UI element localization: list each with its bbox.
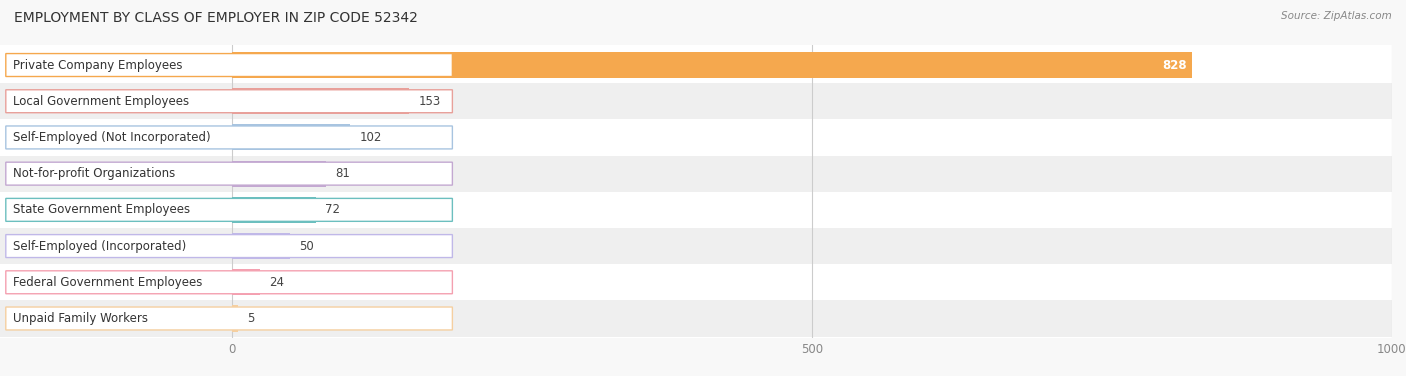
FancyBboxPatch shape [6,162,453,185]
Text: 72: 72 [325,203,340,216]
Bar [232,52,1192,78]
Bar [0,47,1392,83]
FancyBboxPatch shape [6,53,453,76]
Text: 102: 102 [360,131,382,144]
Text: Federal Government Employees: Federal Government Employees [13,276,202,289]
Text: Self-Employed (Not Incorporated): Self-Employed (Not Incorporated) [13,131,211,144]
Bar [0,156,1392,192]
Text: Source: ZipAtlas.com: Source: ZipAtlas.com [1281,11,1392,21]
Bar [232,124,350,150]
FancyBboxPatch shape [6,126,453,149]
Text: Unpaid Family Workers: Unpaid Family Workers [13,312,148,325]
Bar [232,88,409,114]
Text: 50: 50 [299,240,314,253]
Text: Self-Employed (Incorporated): Self-Employed (Incorporated) [13,240,186,253]
Bar [232,161,326,187]
Bar [232,197,315,223]
FancyBboxPatch shape [6,199,453,221]
Bar [232,269,260,295]
FancyBboxPatch shape [6,307,453,330]
Text: 24: 24 [269,276,284,289]
Bar [0,264,1392,300]
Text: EMPLOYMENT BY CLASS OF EMPLOYER IN ZIP CODE 52342: EMPLOYMENT BY CLASS OF EMPLOYER IN ZIP C… [14,11,418,25]
Text: 153: 153 [419,95,441,108]
Text: Not-for-profit Organizations: Not-for-profit Organizations [13,167,174,180]
Text: 5: 5 [247,312,254,325]
Text: 81: 81 [335,167,350,180]
Text: State Government Employees: State Government Employees [13,203,190,216]
Bar [0,192,1392,228]
Bar [0,300,1392,337]
Bar [0,228,1392,264]
Text: Local Government Employees: Local Government Employees [13,95,188,108]
FancyBboxPatch shape [6,235,453,258]
Text: Private Company Employees: Private Company Employees [13,59,183,71]
Bar [0,119,1392,156]
Text: 828: 828 [1161,59,1187,71]
FancyBboxPatch shape [6,271,453,294]
Bar [232,305,238,332]
Bar [232,233,290,259]
FancyBboxPatch shape [6,90,453,113]
Bar [0,83,1392,119]
